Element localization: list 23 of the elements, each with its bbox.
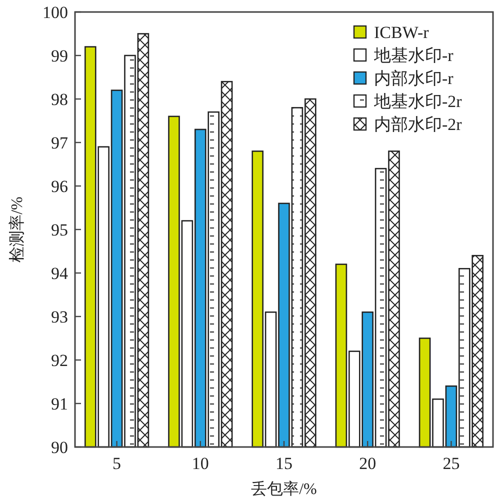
legend-label: 地基水印-r (373, 46, 454, 65)
y-tick-label: 95 (51, 220, 68, 240)
x-axis-title: 丢包率/% (251, 480, 317, 498)
legend-label: 内部水印-2r (374, 115, 462, 134)
legend-label: 地基水印-2r (373, 92, 462, 111)
x-tick-label: 10 (192, 454, 209, 473)
y-tick-label: 100 (42, 3, 68, 22)
x-tick-label: 15 (276, 454, 292, 473)
y-tick-label: 93 (51, 308, 68, 326)
x-tick-label: 5 (112, 454, 122, 473)
y-tick-label: 94 (51, 264, 68, 283)
legend-label: 内部水印-r (374, 69, 454, 88)
y-tick-label: 98 (51, 90, 68, 109)
y-tick-label: 90 (51, 438, 68, 457)
y-tick-label: 97 (51, 134, 68, 152)
y-tick-label: 91 (51, 394, 68, 414)
x-tick-label: 25 (442, 454, 460, 473)
legend-label: ICBW-r (374, 23, 430, 42)
y-axis-title: 检测率/% (8, 196, 26, 262)
x-tick-label: 20 (359, 454, 376, 473)
y-tick-label: 92 (51, 351, 68, 370)
y-tick-label: 96 (51, 177, 68, 196)
y-tick-label: 99 (51, 46, 68, 66)
